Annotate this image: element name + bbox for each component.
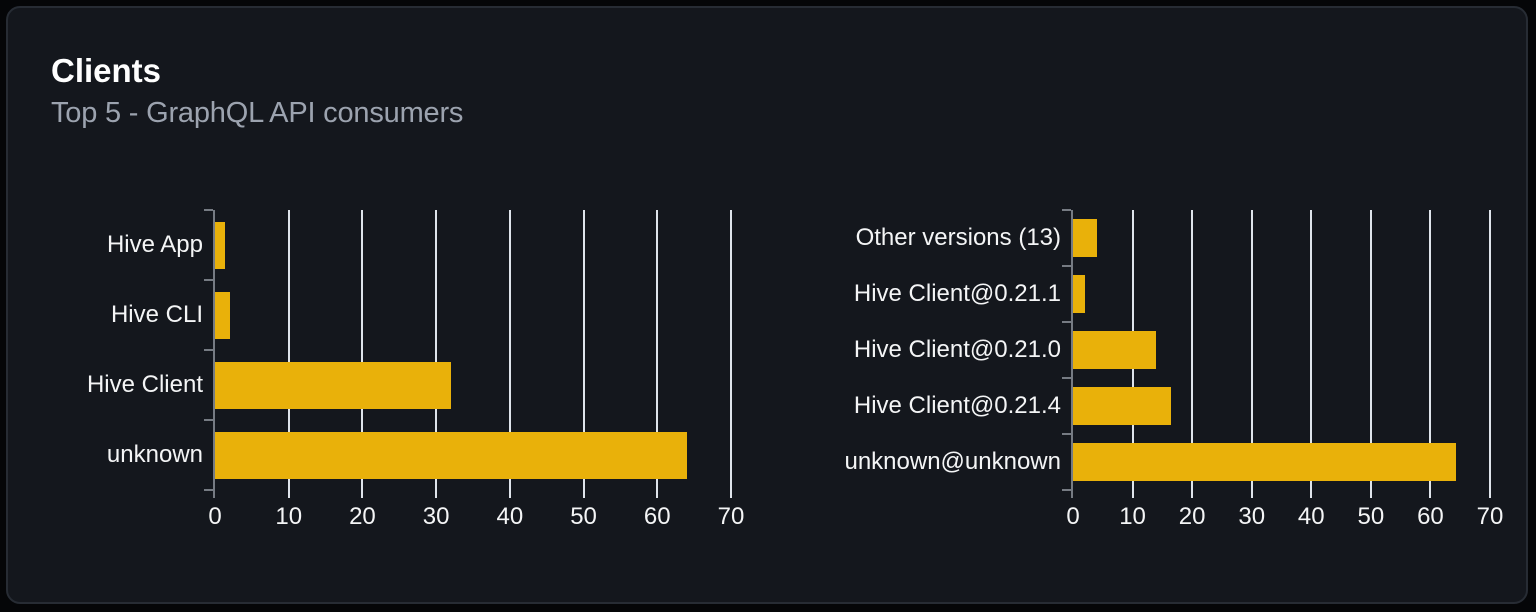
gridline <box>582 210 585 498</box>
category-label: Hive Client@0.21.4 <box>853 392 1061 419</box>
y-axis-tick <box>1062 265 1071 267</box>
x-tick-label: 20 <box>349 503 376 530</box>
gridline <box>1369 210 1372 498</box>
bar[interactable] <box>215 291 230 339</box>
x-tick-label: 70 <box>1476 503 1504 530</box>
y-axis-tick <box>1062 321 1071 323</box>
x-axis-tick <box>213 490 215 498</box>
x-tick-label: 30 <box>1238 503 1266 530</box>
gridline <box>1489 210 1491 498</box>
x-tick-label: 40 <box>1297 503 1325 530</box>
gridline <box>508 210 511 498</box>
bar[interactable] <box>1073 387 1172 425</box>
gridline <box>1250 210 1253 498</box>
gridline <box>730 210 732 498</box>
gridline <box>1429 210 1432 498</box>
x-axis-tick <box>1071 490 1073 498</box>
y-axis-tick <box>1062 209 1071 211</box>
category-label: Hive Client <box>86 371 203 398</box>
category-label: Hive App <box>106 231 203 258</box>
clients-card: Clients Top 5 - GraphQL API consumers <box>6 6 1528 604</box>
bar[interactable] <box>215 431 687 479</box>
x-tick-label: 0 <box>208 503 222 530</box>
y-axis-tick <box>1062 377 1071 379</box>
bar[interactable] <box>215 221 226 269</box>
category-label: unknown@unknown <box>844 448 1061 475</box>
y-axis-tick <box>204 419 213 421</box>
x-tick-label: 30 <box>422 503 450 530</box>
x-tick-label: 60 <box>1417 503 1444 530</box>
y-axis-tick <box>204 489 213 491</box>
gridline <box>656 210 659 498</box>
x-tick-label: 50 <box>1357 503 1385 530</box>
y-axis-tick <box>1062 433 1071 435</box>
gridline <box>287 210 290 498</box>
bar[interactable] <box>1073 275 1085 313</box>
gridline <box>1310 210 1313 498</box>
x-tick-label: 20 <box>1178 503 1206 530</box>
x-tick-label: 60 <box>643 503 671 530</box>
category-label: unknown <box>106 441 203 468</box>
bar[interactable] <box>215 361 451 409</box>
bar[interactable] <box>1073 443 1457 481</box>
category-label: Hive Client@0.21.0 <box>853 336 1061 363</box>
y-axis-tick <box>204 209 213 211</box>
y-axis-tick <box>204 279 213 281</box>
bar[interactable] <box>1073 331 1157 369</box>
x-tick-label: 70 <box>717 503 745 530</box>
y-axis-line <box>1071 210 1073 490</box>
x-tick-label: 40 <box>496 503 524 530</box>
y-axis-tick <box>204 349 213 351</box>
y-axis-line <box>213 210 215 490</box>
gridline <box>435 210 438 498</box>
x-tick-label: 50 <box>570 503 597 530</box>
category-label: Hive Client@0.21.1 <box>853 280 1061 307</box>
y-axis-tick <box>1062 489 1071 491</box>
category-label: Hive CLI <box>110 301 203 328</box>
x-tick-label: 0 <box>1066 503 1080 530</box>
gridline <box>361 210 364 498</box>
page-title: Clients <box>51 52 162 89</box>
x-tick-label: 10 <box>1119 503 1146 530</box>
x-tick-label: 10 <box>275 503 303 530</box>
category-label: Other versions (13) <box>855 224 1061 251</box>
page-subtitle: Top 5 - GraphQL API consumers <box>51 97 464 129</box>
bar[interactable] <box>1073 219 1097 257</box>
gridline <box>1191 210 1194 498</box>
